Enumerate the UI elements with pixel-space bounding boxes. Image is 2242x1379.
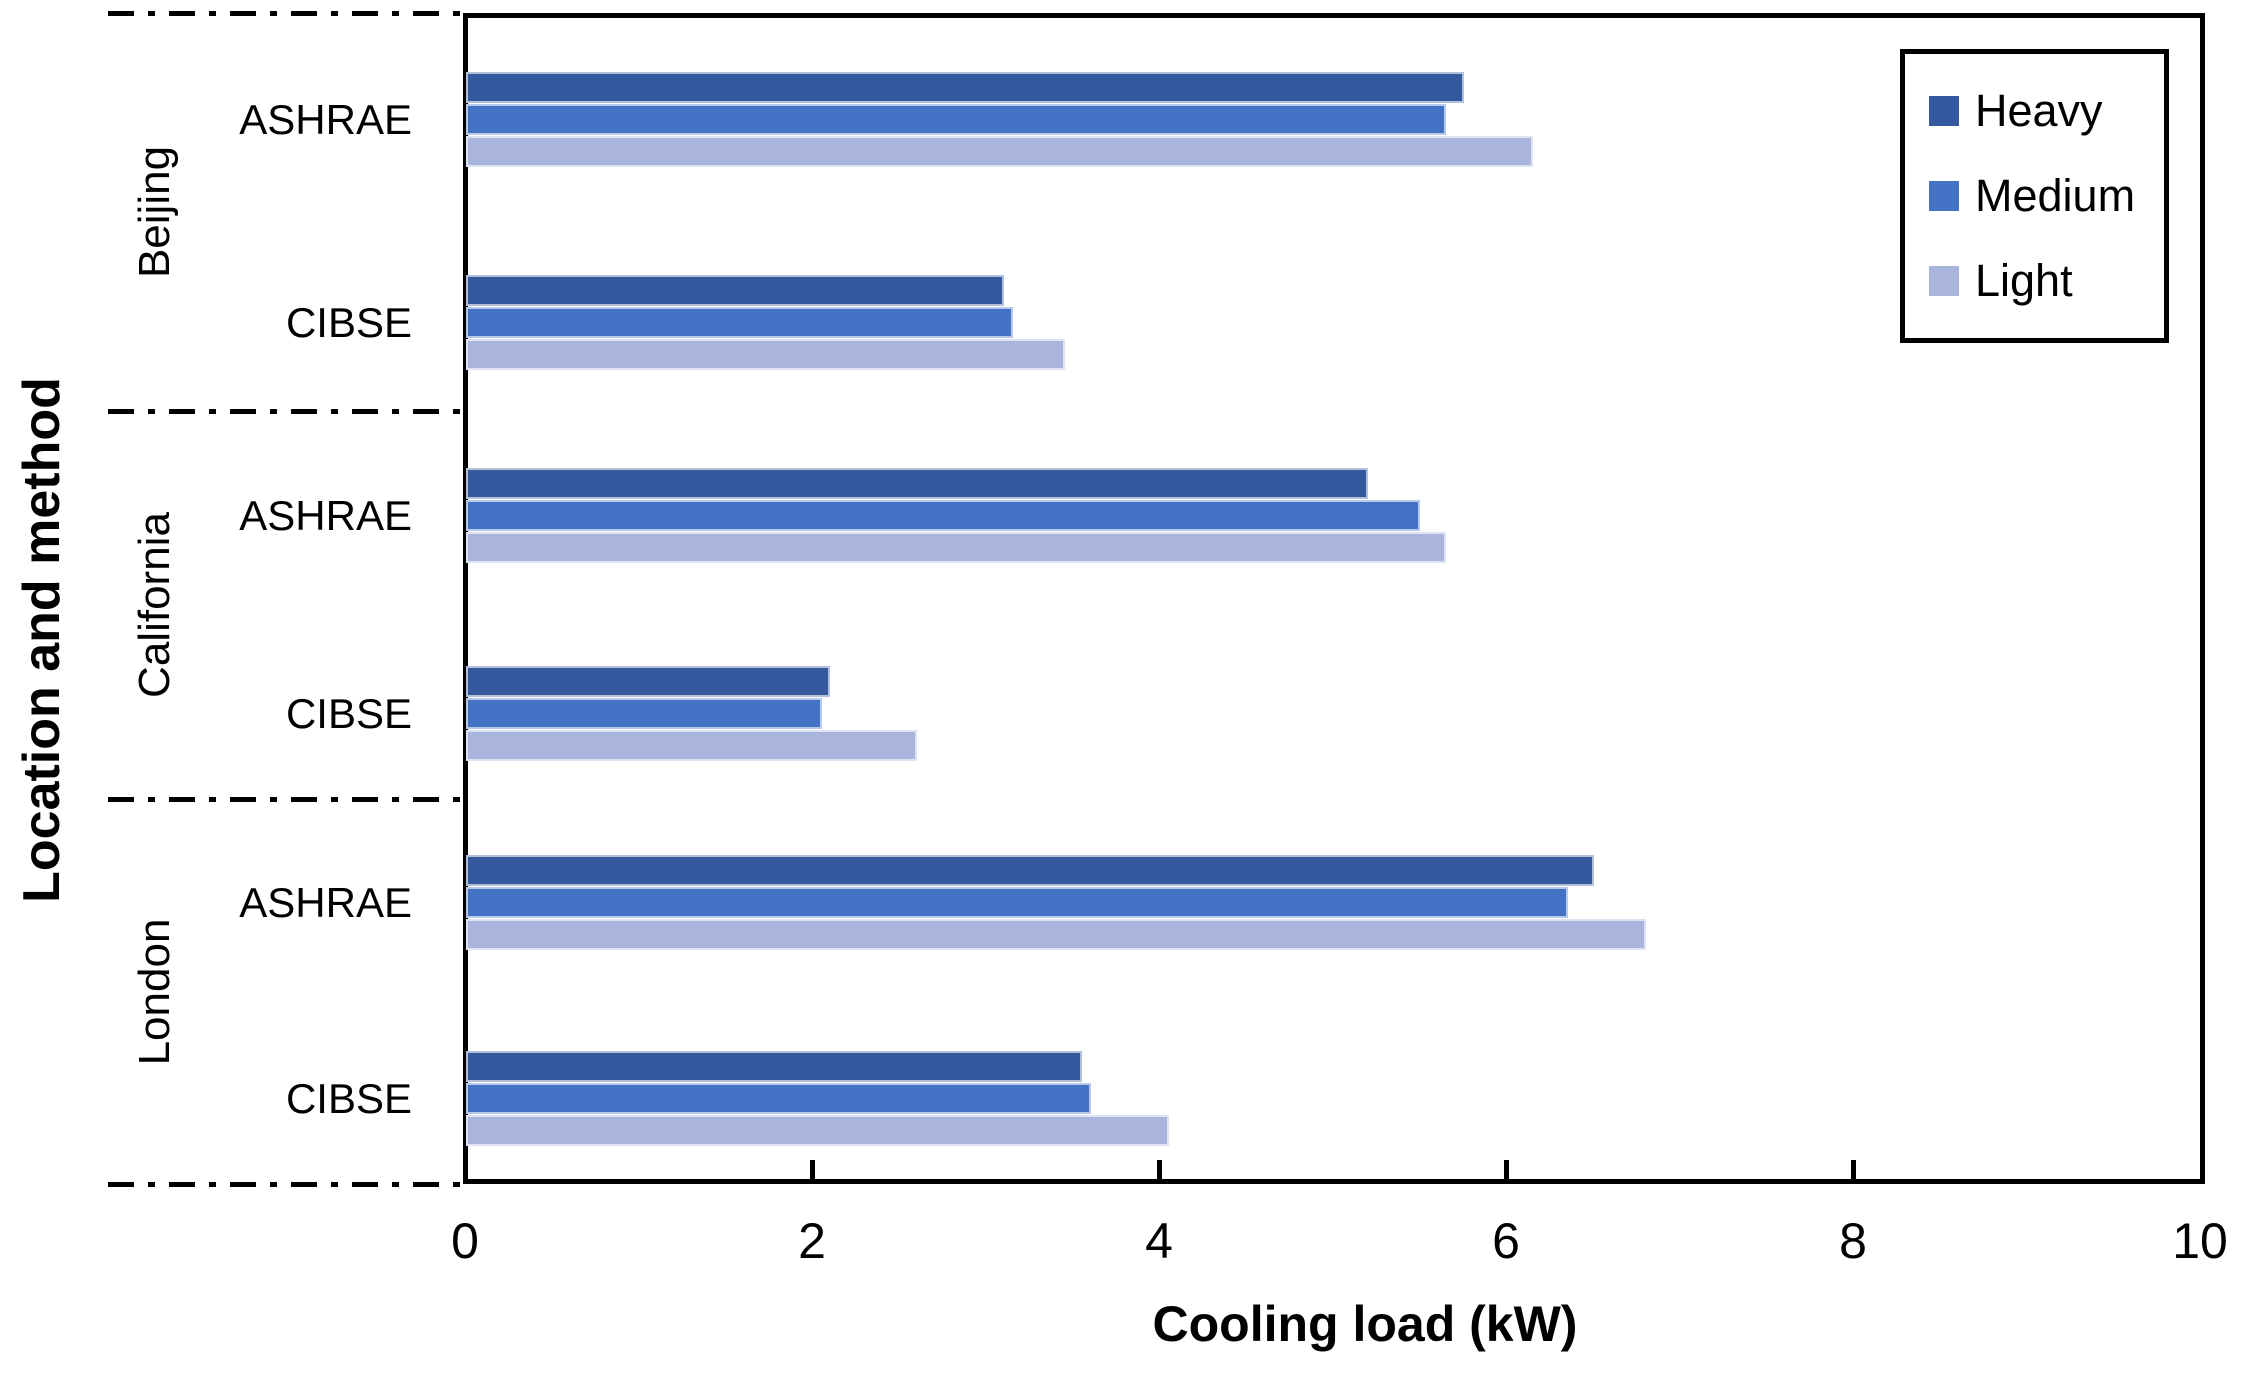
method-label-beijing-cibse: CIBSE (285, 299, 412, 347)
x-axis-title: Cooling load (kW) (1152, 1296, 1578, 1352)
bar-beijing-ashrae-light (466, 136, 1533, 168)
x-tick-label-2: 2 (798, 1213, 826, 1269)
location-label-london: London (130, 918, 179, 1065)
bar-beijing-ashrae-medium (466, 104, 1446, 136)
bar-london-ashrae-light (466, 918, 1646, 950)
legend-swatch-light-icon (1929, 266, 1959, 297)
bar-london-cibse-light (466, 1115, 1169, 1147)
legend-label-light: Light (1975, 255, 2073, 307)
x-tick-mark-8 (1851, 1160, 1856, 1180)
legend-item-heavy: Heavy (1929, 85, 2164, 137)
x-tick-label-6: 6 (1492, 1213, 1520, 1269)
bar-london-ashrae-medium (466, 886, 1568, 918)
legend-swatch-medium-icon (1929, 180, 1959, 211)
bar-london-cibse-medium (466, 1083, 1091, 1115)
group-separator-line-3 (108, 1182, 464, 1187)
group-separator-line-2 (108, 797, 464, 802)
method-label-beijing-ashrae: ASHRAE (239, 96, 412, 144)
bar-california-cibse-light (466, 729, 917, 761)
location-label-beijing: Beijing (130, 145, 179, 279)
method-label-california-ashrae: ASHRAE (239, 491, 412, 539)
bar-california-cibse-heavy (466, 665, 830, 697)
bar-london-cibse-heavy (466, 1051, 1082, 1083)
legend-label-heavy: Heavy (1975, 84, 2103, 136)
method-label-london-cibse: CIBSE (285, 1075, 412, 1123)
bar-beijing-cibse-medium (466, 307, 1013, 339)
x-tick-label-10: 10 (2172, 1213, 2228, 1269)
x-tick-label-4: 4 (1145, 1213, 1173, 1269)
legend: Heavy Medium Light (1900, 49, 2169, 343)
y-axis-title: Location and method (13, 377, 71, 903)
x-tick-label-8: 8 (1839, 1213, 1867, 1269)
bar-beijing-cibse-light (466, 339, 1065, 371)
legend-item-light: Light (1929, 255, 2164, 307)
bar-california-ashrae-medium (466, 499, 1420, 531)
bar-london-ashrae-heavy (466, 854, 1594, 886)
x-tick-mark-2 (810, 1160, 815, 1180)
method-label-london-ashrae: ASHRAE (239, 878, 412, 926)
legend-item-medium: Medium (1929, 170, 2164, 222)
legend-label-medium: Medium (1975, 169, 2136, 221)
bar-california-cibse-medium (466, 697, 822, 729)
legend-swatch-heavy-icon (1929, 95, 1959, 126)
x-tick-mark-6 (1504, 1160, 1509, 1180)
group-separator-line-0 (108, 11, 464, 16)
x-tick-label-0: 0 (451, 1213, 479, 1269)
x-tick-mark-4 (1157, 1160, 1162, 1180)
method-label-california-cibse: CIBSE (285, 689, 412, 737)
bar-california-ashrae-light (466, 531, 1446, 563)
bar-beijing-cibse-heavy (466, 275, 1004, 307)
bar-beijing-ashrae-heavy (466, 72, 1464, 104)
group-separator-line-1 (108, 409, 464, 414)
bar-california-ashrae-heavy (466, 467, 1368, 499)
